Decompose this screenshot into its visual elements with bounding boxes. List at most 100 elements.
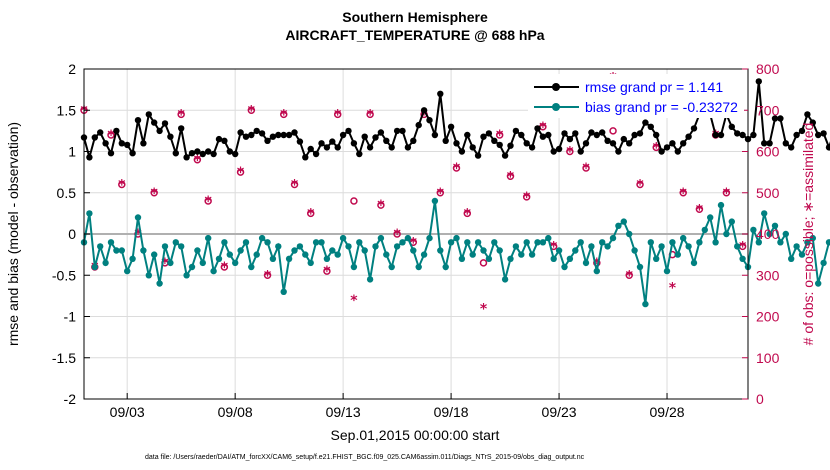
bias-point xyxy=(97,243,104,250)
rmse-point xyxy=(680,140,687,147)
bias-point xyxy=(491,239,498,246)
obs-assimilated-point: * xyxy=(366,107,374,123)
bias-point xyxy=(599,239,606,246)
rmse-point xyxy=(712,131,719,139)
bias-point xyxy=(420,251,428,258)
rmse-point xyxy=(512,127,520,135)
obs-assimilated-point: * xyxy=(307,206,315,222)
rmse-point xyxy=(825,144,830,151)
bias-point xyxy=(480,247,487,254)
bias-point xyxy=(593,267,600,275)
rmse-point xyxy=(302,154,309,161)
axis-tick-labels: 09/03 09/08 09/13 09/18 09/23 09/28 2 1.5 1 0.5 0 -… xyxy=(52,61,780,420)
rmse-point xyxy=(415,121,422,129)
obs-possible-point xyxy=(625,271,633,279)
bias-point xyxy=(345,243,352,250)
rmse-point xyxy=(194,148,201,155)
rmse-point xyxy=(161,120,169,127)
rmse-point xyxy=(97,129,104,136)
x-tick-label: 09/18 xyxy=(434,404,469,420)
bias-point xyxy=(91,263,99,271)
bias-point xyxy=(690,259,698,267)
rmse-point xyxy=(145,111,152,118)
bias-point xyxy=(707,214,714,221)
obs-assimilated-point: * xyxy=(377,198,385,214)
obs-assimilated-point: * xyxy=(680,186,688,202)
bias-point xyxy=(372,243,379,250)
bias-point xyxy=(663,267,671,275)
obs-assimilated-point: * xyxy=(626,268,634,284)
obs-possible-point xyxy=(393,230,401,238)
rmse-point xyxy=(345,127,352,135)
bias-point xyxy=(626,230,633,238)
rmse-point xyxy=(107,150,115,157)
obs-possible-point xyxy=(290,180,299,189)
obs-possible-point xyxy=(636,180,644,189)
bias-point xyxy=(275,243,282,250)
bias-point xyxy=(739,255,746,262)
bias-point xyxy=(825,239,830,246)
rmse-point xyxy=(485,130,493,137)
obs-assimilated-point: * xyxy=(464,206,472,222)
rmse-point xyxy=(496,141,503,149)
y-tick-label-right: 300 xyxy=(756,267,780,283)
obs-possible-point xyxy=(522,193,531,201)
rmse-point xyxy=(561,130,568,137)
rmse-point xyxy=(523,140,530,147)
bias-point xyxy=(404,234,412,242)
obs-possible-point xyxy=(118,180,126,189)
bias-point xyxy=(118,247,126,254)
obs-possible-point xyxy=(263,271,272,279)
bias-point xyxy=(820,259,827,267)
rmse-point xyxy=(312,150,320,158)
bias-point xyxy=(496,247,503,254)
obs-assimilated-point: * xyxy=(739,239,747,255)
y-tick-label-left: -2 xyxy=(64,391,77,407)
y-tick-label-left: 1.5 xyxy=(57,102,77,118)
bias-point xyxy=(701,226,708,234)
rmse-point xyxy=(129,150,136,157)
rmse-point xyxy=(739,131,746,139)
rmse-point xyxy=(151,119,158,126)
rmse-point xyxy=(793,131,800,139)
rmse-point xyxy=(777,115,784,122)
bias-point xyxy=(113,247,120,254)
rmse-point xyxy=(172,150,179,157)
rmse-point xyxy=(291,129,298,136)
obs-assimilated-point: * xyxy=(221,260,229,276)
rmse-point xyxy=(636,130,644,137)
bias-point xyxy=(178,243,185,250)
obs-possible-point xyxy=(177,110,185,119)
bias-point xyxy=(393,243,401,250)
obs-assimilated-point: * xyxy=(523,190,531,206)
legend-bias-marker xyxy=(552,103,560,111)
obs-assimilated-point: * xyxy=(696,202,704,218)
bias-point xyxy=(124,267,131,275)
bias-point xyxy=(188,263,196,271)
rmse-point xyxy=(690,125,698,132)
bias-point xyxy=(383,251,390,258)
bias-point xyxy=(415,263,422,271)
rmse-point xyxy=(771,115,779,122)
rmse-point xyxy=(734,130,741,137)
rmse-point xyxy=(464,131,471,139)
obs-assimilated-point: * xyxy=(566,145,574,161)
obs-possible-point xyxy=(366,110,374,119)
x-tick-label: 09/03 xyxy=(110,404,145,420)
y-axis-label-right: # of obs: o=possible; ∗=assimilated xyxy=(800,123,816,346)
rmse-point xyxy=(361,133,368,140)
rmse-point xyxy=(631,131,638,139)
obs-possible-point xyxy=(506,172,515,180)
rmse-point xyxy=(318,140,325,147)
y-tick-label-right: 0 xyxy=(756,391,764,407)
obs-assimilated-point: * xyxy=(393,227,401,243)
rmse-point xyxy=(399,127,406,135)
x-tick-label: 09/13 xyxy=(326,404,361,420)
bias-point xyxy=(771,222,779,229)
rmse-point xyxy=(323,144,331,151)
rmse-point xyxy=(242,133,250,140)
y-tick-label-left: 1 xyxy=(68,144,76,160)
rmse-point xyxy=(474,152,482,159)
x-tick-label: 09/28 xyxy=(650,404,685,420)
